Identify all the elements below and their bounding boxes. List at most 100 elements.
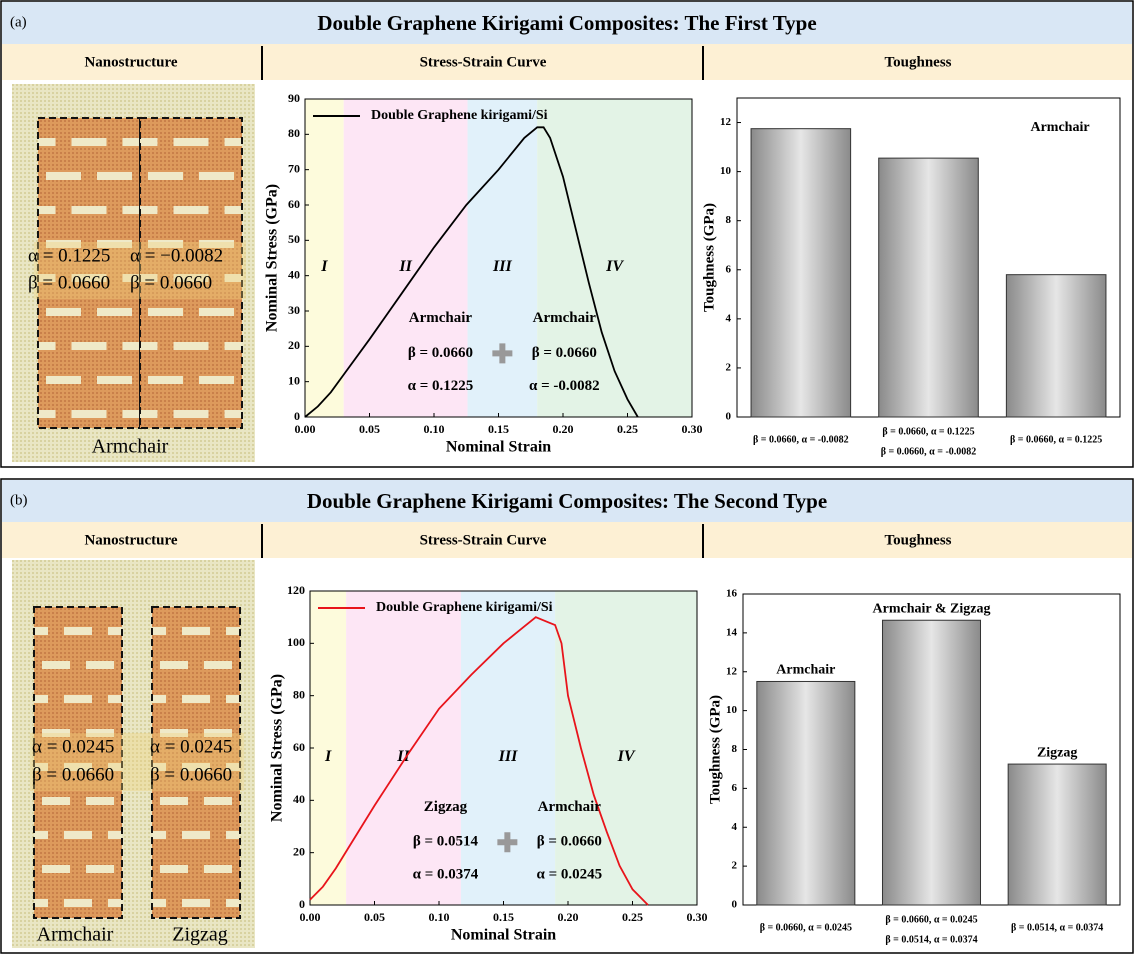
kirigami-slit xyxy=(108,695,122,703)
figure: (a)Double Graphene Kirigami Composites: … xyxy=(0,0,1134,954)
kirigami-slit xyxy=(226,695,240,703)
kirigami-slit xyxy=(72,206,107,214)
kirigami-slit xyxy=(86,661,114,669)
kirigami-slit xyxy=(174,138,209,146)
kirigami-slit xyxy=(38,410,56,418)
bar-label: Zigzag xyxy=(1037,745,1077,760)
kirigami-slit xyxy=(46,376,81,384)
kirigami-slit xyxy=(225,206,243,214)
kirigami-slit xyxy=(182,899,210,907)
kirigami-slit xyxy=(64,627,92,635)
y-tick-label: 120 xyxy=(287,583,305,597)
kirigami-slit xyxy=(148,308,183,316)
y-axis-label: Toughness (GPa) xyxy=(707,695,723,804)
kirigami-slit xyxy=(199,376,234,384)
kirigami-slit xyxy=(140,342,158,350)
bar xyxy=(1008,764,1106,905)
y-tick-label: 6 xyxy=(732,782,738,794)
y-tick-label: 20 xyxy=(288,338,300,352)
region-label: IV xyxy=(617,748,636,765)
y-axis-label: Nominal Stress (GPa) xyxy=(269,674,286,822)
region-label: I xyxy=(324,748,332,765)
bar-label: Armchair xyxy=(776,663,835,678)
y-tick-label: 80 xyxy=(288,126,300,140)
kirigami-slit xyxy=(46,308,81,316)
x-tick-label: 0.30 xyxy=(687,910,708,924)
chart-annotation: Armchair xyxy=(1030,120,1089,135)
kirigami-slit xyxy=(226,899,240,907)
kirigami-slit xyxy=(42,661,70,669)
y-tick-label: 0 xyxy=(294,409,300,423)
kirigami-slit xyxy=(225,410,243,418)
nano-param: α = 0.0245 xyxy=(150,736,232,757)
kirigami-slit xyxy=(123,342,141,350)
kirigami-slit xyxy=(174,206,209,214)
bar-label: Armchair & Zigzag xyxy=(873,601,991,616)
kirigami-slit xyxy=(182,695,210,703)
nano-param: β = 0.0660 xyxy=(32,764,114,785)
column-header: Stress-Strain Curve xyxy=(420,532,547,548)
kirigami-slit xyxy=(182,627,210,635)
kirigami-slit xyxy=(42,797,70,805)
kirigami-slit xyxy=(34,627,48,635)
kirigami-slit xyxy=(204,797,232,805)
kirigami-slit xyxy=(72,410,107,418)
x-tick-label: β = 0.0660, α = 0.0245 xyxy=(885,914,977,925)
kirigami-slit xyxy=(174,342,209,350)
x-tick-label: 0.05 xyxy=(359,422,380,436)
y-tick-label: 60 xyxy=(288,197,300,211)
panel-label: (a) xyxy=(10,14,27,30)
panel-label: (b) xyxy=(10,492,28,508)
bar xyxy=(751,129,851,417)
y-axis-label: Nominal Stress (GPa) xyxy=(264,184,281,332)
y-tick-label: 10 xyxy=(726,704,738,716)
x-tick-label: β = 0.0660, α = 0.1225 xyxy=(882,426,974,437)
y-tick-label: 70 xyxy=(288,161,300,175)
kirigami-slit xyxy=(140,410,158,418)
y-tick-label: 8 xyxy=(732,743,738,755)
kirigami-slit xyxy=(226,627,240,635)
y-tick-label: 50 xyxy=(288,232,300,246)
y-tick-label: 10 xyxy=(288,373,300,387)
curve-annotation: α = 0.1225 xyxy=(408,378,474,394)
nano-name: Armchair xyxy=(92,436,169,458)
y-tick-label: 8 xyxy=(726,214,732,226)
curve-annotation: β = 0.0514 xyxy=(413,834,479,850)
y-axis-label: Toughness (GPa) xyxy=(701,203,717,312)
nano-name: Zigzag xyxy=(172,924,228,946)
curve-annotation: β = 0.0660 xyxy=(532,345,597,361)
y-tick-label: 2 xyxy=(732,860,738,872)
kirigami-slit xyxy=(160,865,188,873)
x-tick-label: 0.00 xyxy=(295,422,316,436)
kirigami-slit xyxy=(97,308,132,316)
kirigami-slit xyxy=(34,899,48,907)
nano-param: α = 0.0245 xyxy=(32,736,114,757)
x-tick-label: 0.10 xyxy=(424,422,445,436)
kirigami-slit xyxy=(86,797,114,805)
x-tick-label: β = 0.0660, α = -0.0082 xyxy=(753,434,849,445)
region-label: III xyxy=(492,258,512,275)
y-tick-label: 4 xyxy=(732,821,738,833)
curve-annotation: Zigzag xyxy=(424,799,468,815)
y-tick-label: 0 xyxy=(732,899,738,911)
legend-label: Double Graphene kirigami/Si xyxy=(371,108,548,123)
curve-annotation: α = 0.0245 xyxy=(536,867,602,883)
x-tick-label: β = 0.0660, α = 0.1225 xyxy=(1010,434,1102,445)
kirigami-slit xyxy=(199,308,234,316)
kirigami-slit xyxy=(140,138,158,146)
kirigami-slit xyxy=(46,172,81,180)
x-tick-label: 0.20 xyxy=(553,422,574,436)
column-header: Stress-Strain Curve xyxy=(420,54,547,70)
y-tick-label: 60 xyxy=(293,740,305,754)
bar xyxy=(757,681,855,905)
curve-annotation: Armchair xyxy=(409,310,473,326)
y-tick-label: 16 xyxy=(726,588,738,600)
y-tick-label: 14 xyxy=(726,626,738,638)
kirigami-slit xyxy=(152,695,166,703)
kirigami-slit xyxy=(64,695,92,703)
x-tick-label: 0.15 xyxy=(488,422,509,436)
kirigami-slit xyxy=(123,138,141,146)
y-tick-label: 100 xyxy=(287,635,305,649)
bar xyxy=(879,158,979,417)
x-tick-label: β = 0.0660, α = 0.0245 xyxy=(760,922,852,933)
